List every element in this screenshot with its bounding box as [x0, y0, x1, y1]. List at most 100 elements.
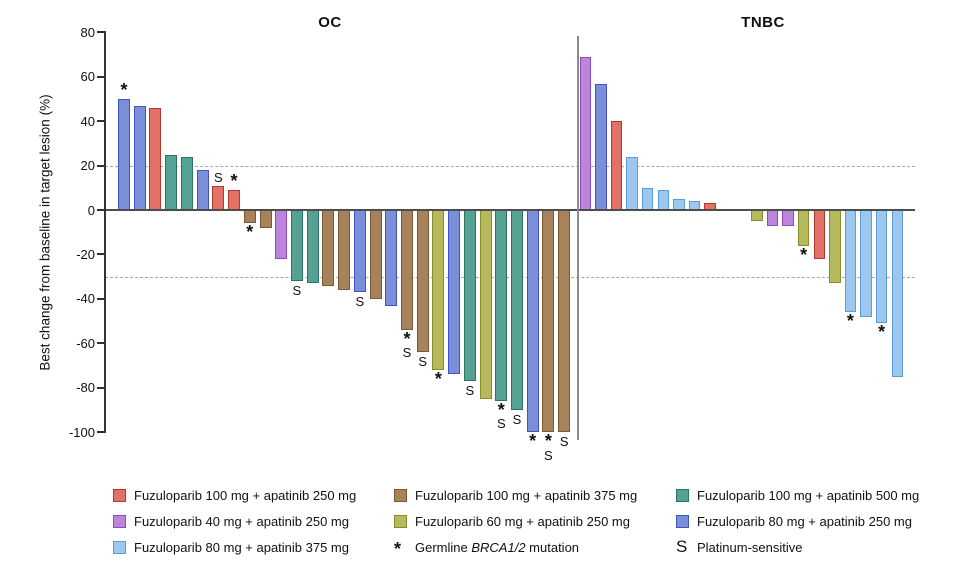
legend-item: Fuzuloparib 80 mg + apatinib 375 mg	[113, 538, 394, 556]
reference-line--30	[105, 276, 915, 278]
bar	[766, 210, 779, 226]
bar: S	[290, 210, 303, 297]
bar	[891, 210, 903, 377]
bar	[860, 210, 872, 317]
bar	[338, 210, 351, 290]
bar: *	[875, 210, 888, 341]
y-axis-tick	[97, 431, 105, 433]
bar	[610, 121, 623, 210]
legend-label: Fuzuloparib 80 mg + apatinib 375 mg	[134, 539, 349, 555]
platinum-sensitive-mark: S	[402, 345, 412, 361]
brca-mutation-mark: *	[800, 244, 808, 265]
brca-mutation-mark: *	[846, 311, 854, 332]
platinum-sensitive-mark: S	[465, 382, 475, 398]
bar	[813, 210, 825, 259]
platinum-sensitive-mark: S	[355, 294, 365, 310]
panel-title-tnbc: TNBC	[741, 14, 785, 31]
y-axis-tick-label: -80	[76, 380, 95, 396]
legend-color-swatch	[676, 514, 689, 528]
legend-color-swatch	[676, 488, 689, 502]
bar	[751, 210, 763, 222]
bar	[180, 156, 193, 210]
bar	[657, 190, 669, 210]
legend-label-text: mutation	[525, 539, 580, 555]
bar	[595, 83, 607, 210]
brca-mutation-mark: *	[120, 80, 128, 100]
legend-item: Fuzuloparib 40 mg + apatinib 250 mg	[113, 512, 394, 530]
legend-color-swatch	[394, 488, 407, 502]
bar: *	[118, 81, 130, 210]
y-axis-line	[104, 31, 106, 433]
bar: *	[228, 172, 240, 210]
legend-label: Platinum-sensitive	[697, 539, 803, 555]
legend-label: Fuzuloparib 100 mg + apatinib 500 mg	[697, 487, 920, 503]
y-axis-tick	[97, 342, 105, 345]
bar	[165, 154, 178, 210]
y-axis-tick	[97, 297, 105, 300]
legend-item: Fuzuloparib 100 mg + apatinib 250 mg	[113, 486, 394, 504]
bar: * S	[542, 210, 555, 462]
asterisk-symbol: *	[394, 538, 402, 559]
platinum-sensitive-mark: S	[292, 283, 302, 298]
bar	[259, 210, 272, 228]
brca-mutation-mark: *	[497, 399, 505, 420]
bar	[322, 210, 335, 286]
platinum-sensitive-mark: S	[213, 169, 223, 185]
legend-label: Fuzuloparib 60 mg + apatinib 250 mg	[415, 513, 630, 529]
panel-separator	[577, 36, 579, 440]
y-axis-tick	[97, 75, 105, 78]
platinum-sensitive-mark: S	[418, 354, 428, 370]
legend: Fuzuloparib 100 mg + apatinib 250 mg Fuzu…	[113, 486, 926, 559]
reference-line-20	[105, 165, 915, 167]
bar	[579, 56, 591, 210]
bar: S	[463, 210, 476, 397]
bar	[448, 210, 461, 375]
y-axis-tick-label: 60	[80, 69, 95, 85]
platinum-sensitive-mark: S	[559, 434, 569, 449]
legend-label: Fuzuloparib 100 mg + apatinib 250 mg	[134, 487, 357, 503]
s-symbol: S	[676, 537, 688, 556]
brca-mutation-mark: *	[529, 431, 537, 451]
y-axis-tick-label: 40	[80, 113, 95, 129]
y-axis-tick-label: 80	[80, 24, 95, 40]
legend-color-swatch	[394, 514, 407, 528]
legend-item: Fuzuloparib 100 mg + apatinib 500 mg	[676, 486, 926, 504]
brca-mutation-mark: *	[403, 328, 411, 349]
bar	[149, 107, 162, 210]
bar: * S	[495, 210, 508, 430]
platinum-sensitive-mark: S	[544, 447, 553, 463]
y-axis-tick-label: -40	[76, 291, 95, 307]
bar: S	[558, 210, 571, 448]
bar: * S	[401, 210, 413, 359]
panel-title-oc: OC	[318, 14, 342, 31]
legend-label-text: Germline	[415, 539, 472, 555]
legend-label: Germline BRCA1/2 mutation	[415, 540, 579, 555]
legend-label: Fuzuloparib 80 mg + apatinib 250 mg	[697, 513, 912, 529]
y-axis-tick-label: 0	[87, 202, 95, 218]
legend-item-platinum-sensitive: S Platinum-sensitive	[676, 537, 926, 556]
bar: *	[526, 210, 539, 450]
y-axis-tick-label: -100	[68, 424, 95, 440]
y-axis-tick	[97, 31, 105, 34]
legend-color-swatch	[113, 540, 126, 554]
brca-mutation-mark: *	[230, 171, 238, 191]
bar	[829, 210, 841, 284]
y-axis-tick	[97, 164, 105, 167]
bar	[133, 105, 146, 210]
bar	[275, 210, 288, 259]
bar: S	[511, 210, 523, 426]
bar	[196, 170, 209, 210]
y-axis-tick	[97, 386, 105, 389]
legend-item: Fuzuloparib 100 mg + apatinib 375 mg	[394, 486, 676, 504]
y-axis-tick	[97, 209, 105, 211]
legend-item: Fuzuloparib 80 mg + apatinib 250 mg	[676, 512, 926, 530]
bar	[306, 210, 319, 284]
bar: S	[416, 210, 429, 368]
y-axis-tick-label: -20	[76, 246, 95, 262]
legend-label: Fuzuloparib 100 mg + apatinib 375 mg	[415, 487, 638, 503]
y-axis-label: Best change from baseline in target lesi…	[37, 94, 53, 371]
legend-color-swatch	[113, 514, 126, 528]
y-axis-tick	[97, 120, 105, 123]
brca-mutation-mark: *	[544, 431, 552, 451]
legend-label: Fuzuloparib 40 mg + apatinib 250 mg	[134, 513, 349, 529]
